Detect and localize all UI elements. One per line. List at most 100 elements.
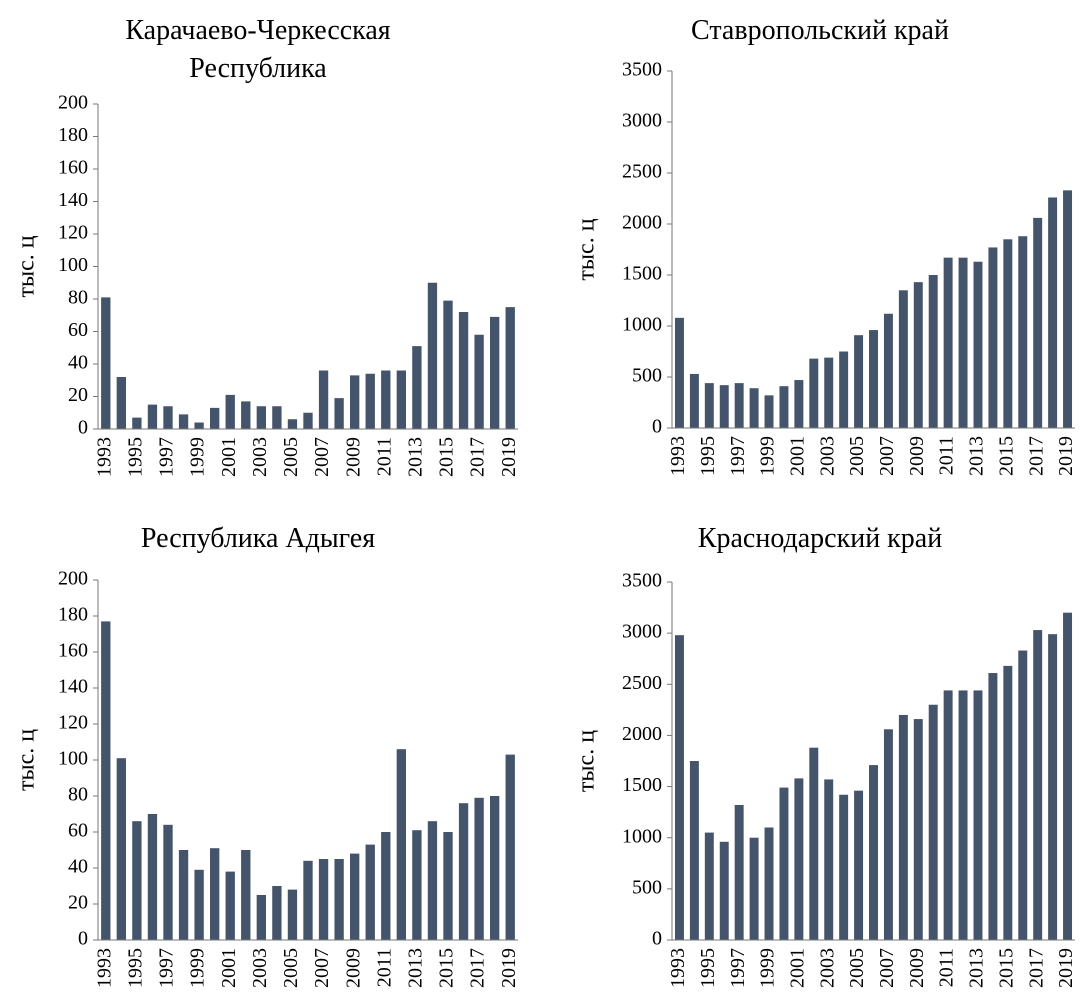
bar bbox=[779, 386, 789, 428]
bar bbox=[225, 871, 235, 940]
bar bbox=[163, 824, 173, 940]
x-tick-label: 2003 bbox=[249, 948, 271, 988]
bar bbox=[869, 765, 878, 940]
y-tick-label: 3500 bbox=[622, 570, 662, 592]
x-tick-label: 2001 bbox=[786, 436, 808, 476]
bar bbox=[101, 297, 111, 429]
x-tick-label: 2011 bbox=[936, 948, 958, 987]
y-tick-label: 40 bbox=[68, 856, 88, 878]
x-tick-label: 1997 bbox=[727, 436, 749, 476]
x-tick-label: 2015 bbox=[436, 437, 458, 477]
x-tick-label: 1997 bbox=[156, 437, 178, 477]
y-tick-label: 20 bbox=[68, 892, 88, 914]
bar bbox=[256, 895, 266, 940]
bar bbox=[689, 373, 699, 428]
bar bbox=[1018, 650, 1028, 940]
bar bbox=[734, 383, 744, 428]
y-tick-label: 140 bbox=[58, 189, 88, 211]
y-tick-label: 3000 bbox=[622, 621, 662, 643]
bar bbox=[163, 406, 173, 429]
x-tick-label: 1999 bbox=[757, 436, 779, 476]
bar bbox=[287, 419, 298, 429]
x-tick-label: 1997 bbox=[156, 948, 178, 988]
x-tick-label: 2011 bbox=[936, 436, 958, 475]
x-tick-label: 2003 bbox=[249, 437, 271, 477]
bar bbox=[132, 821, 142, 940]
y-tick-label: 2000 bbox=[622, 212, 662, 234]
y-tick-label: 180 bbox=[58, 604, 88, 626]
bar bbox=[1033, 217, 1043, 428]
x-tick-label: 1995 bbox=[124, 437, 146, 477]
y-tick-label: 120 bbox=[58, 712, 88, 734]
bar bbox=[241, 850, 251, 940]
bar bbox=[303, 412, 313, 429]
bar bbox=[704, 383, 714, 428]
bar bbox=[303, 860, 313, 940]
bar bbox=[1048, 634, 1058, 940]
y-tick-label: 0 bbox=[652, 416, 662, 438]
x-tick-label: 2007 bbox=[311, 437, 333, 477]
chart-title: Республика Адыгея bbox=[140, 523, 376, 554]
y-tick-label: 80 bbox=[68, 784, 88, 806]
x-tick-label: 2009 bbox=[906, 948, 928, 988]
y-tick-label: 0 bbox=[78, 928, 88, 950]
bar bbox=[178, 414, 189, 429]
x-tick-label: 1999 bbox=[187, 437, 209, 477]
x-tick-label: 2007 bbox=[311, 948, 333, 988]
bar bbox=[809, 747, 819, 940]
bar bbox=[794, 778, 804, 940]
y-tick-label: 140 bbox=[58, 676, 88, 698]
bar bbox=[809, 358, 819, 428]
bar bbox=[764, 827, 774, 940]
bar bbox=[116, 377, 126, 429]
bar bbox=[272, 886, 282, 940]
x-tick-label: 2017 bbox=[1025, 948, 1047, 988]
bar bbox=[794, 380, 804, 428]
bar bbox=[334, 859, 344, 940]
bar bbox=[365, 844, 375, 940]
x-tick-label: 1995 bbox=[697, 948, 719, 988]
x-tick-label: 1999 bbox=[187, 948, 209, 988]
bar bbox=[943, 690, 953, 940]
bar bbox=[350, 853, 360, 940]
y-tick-label: 2500 bbox=[622, 672, 662, 694]
bar bbox=[988, 247, 998, 428]
bar bbox=[719, 385, 729, 428]
bar bbox=[749, 837, 759, 940]
y-tick-label: 100 bbox=[58, 254, 88, 276]
y-tick-label: 180 bbox=[58, 124, 88, 146]
y-tick-label: 200 bbox=[58, 568, 88, 590]
bar bbox=[490, 316, 500, 429]
y-tick-label: 3000 bbox=[622, 110, 662, 132]
x-tick-label: 2013 bbox=[966, 436, 988, 476]
bar bbox=[490, 796, 500, 940]
x-tick-label: 1995 bbox=[124, 948, 146, 988]
bar bbox=[443, 832, 453, 940]
x-tick-label: 1999 bbox=[757, 948, 779, 988]
y-tick-label: 100 bbox=[58, 748, 88, 770]
bar bbox=[764, 395, 774, 428]
bar bbox=[474, 797, 484, 940]
bar bbox=[869, 330, 878, 428]
bar bbox=[412, 346, 422, 429]
x-tick-label: 2001 bbox=[218, 437, 240, 477]
bar bbox=[749, 388, 759, 428]
bar bbox=[396, 749, 406, 940]
bar bbox=[689, 761, 699, 940]
bar bbox=[973, 261, 983, 428]
bar bbox=[824, 779, 834, 940]
x-tick-label: 1993 bbox=[667, 436, 689, 476]
x-tick-label: 2005 bbox=[280, 948, 302, 988]
y-tick-label: 2000 bbox=[622, 723, 662, 745]
bar bbox=[381, 832, 391, 940]
bar bbox=[194, 422, 204, 429]
bar bbox=[318, 370, 329, 429]
bar bbox=[318, 859, 329, 940]
y-tick-label: 500 bbox=[632, 365, 662, 387]
bar bbox=[674, 635, 684, 940]
bar bbox=[101, 621, 111, 940]
bar bbox=[412, 830, 422, 940]
bar bbox=[854, 335, 864, 428]
bar bbox=[854, 790, 864, 940]
